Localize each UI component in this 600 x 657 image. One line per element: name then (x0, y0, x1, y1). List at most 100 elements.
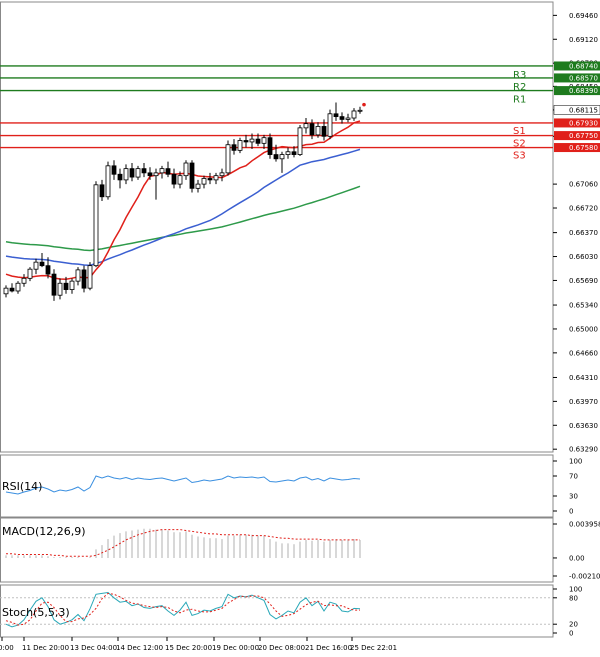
x-tick-label: 19 Dec 00:00 (212, 644, 259, 652)
candle-body (297, 127, 303, 155)
level-s3-label: S3 (513, 151, 526, 162)
rsi-pane: 100 70 30 0 RSI(14) (0, 454, 582, 518)
candle (231, 139, 237, 155)
candle-body (57, 282, 63, 296)
candle-body (255, 138, 261, 144)
candle (39, 253, 45, 268)
y-tick-label: 0.69460 (569, 12, 598, 20)
candle-body (75, 269, 81, 282)
candle (147, 167, 153, 180)
candle-body (207, 178, 213, 181)
candle-body (261, 137, 267, 144)
candle-body (123, 168, 129, 181)
y-tick-label: 0.63970 (569, 398, 598, 406)
stoch-d-line (5, 592, 360, 626)
candle (309, 119, 315, 140)
candle (219, 168, 225, 182)
candle-body (237, 140, 243, 151)
level-r2-price-box (554, 73, 600, 83)
candle-body (315, 126, 321, 136)
candle (297, 125, 303, 156)
candle-body (351, 110, 357, 119)
candle (279, 151, 285, 173)
x-tick-label: 20 Dec 08:00 (258, 644, 305, 652)
rsi-line (5, 475, 361, 495)
level-s3-price: 0.67580 (569, 144, 598, 152)
candle-body (21, 277, 27, 284)
macd-signal-line (6, 529, 360, 557)
level-r3-price: 0.68740 (569, 62, 598, 70)
candle-body (285, 151, 291, 155)
candle-body (243, 140, 249, 143)
candle-body (87, 265, 93, 289)
candle-body (153, 172, 159, 177)
rsi-y-tick-label: 30 (569, 493, 578, 501)
candle-body (69, 280, 75, 290)
price-pane-frame (0, 1, 554, 453)
candle (117, 168, 123, 189)
candle (261, 134, 267, 149)
candle-body (201, 178, 207, 185)
x-tick-label: 21 Dec 16:00 (305, 644, 352, 652)
candle (93, 181, 99, 268)
candle-body (117, 173, 123, 181)
x-tick-label: 15 Dec 20:00 (165, 644, 212, 652)
candle (339, 112, 345, 124)
candle-body (339, 116, 345, 120)
candle (165, 161, 171, 178)
candle (321, 119, 327, 141)
candle-body (135, 168, 141, 178)
candle (291, 146, 297, 158)
current-price-label: 0.68115 (569, 106, 598, 114)
x-tick-label: 11 Dec 20:00 (22, 644, 69, 652)
level-s2-price: 0.67750 (569, 132, 598, 140)
current-price-box (553, 105, 600, 115)
level-s1-label: S1 (513, 126, 526, 137)
level-r1-price: 0.68390 (569, 87, 598, 95)
y-tick-label: 0.65340 (569, 302, 598, 310)
candle (213, 172, 219, 185)
candle (159, 165, 165, 179)
candle-body (279, 154, 285, 160)
stoch-pane-frame (0, 584, 554, 638)
candle-body (159, 168, 165, 174)
candle-body (45, 265, 51, 275)
candle-body (267, 137, 273, 155)
candle-body (99, 184, 105, 198)
candle-body (9, 287, 15, 292)
x-tick-label: 13 Dec 04:00 (70, 644, 117, 652)
candle-body (81, 269, 87, 289)
candle (327, 109, 333, 140)
y-tick-label: 0.66370 (569, 229, 598, 237)
candle-body (141, 168, 147, 174)
last-price-dot (362, 102, 366, 107)
candle-body (249, 138, 255, 143)
candle (69, 278, 75, 294)
candle (255, 133, 261, 147)
candle (123, 164, 129, 185)
candle (141, 163, 147, 178)
candle (201, 175, 207, 189)
candle (129, 163, 135, 182)
candle (3, 285, 9, 298)
candle (351, 108, 357, 121)
candle-body (345, 117, 351, 120)
candle (9, 283, 15, 293)
candle-body (27, 268, 33, 279)
stoch-title: Stoch(5,5,3) (2, 606, 70, 619)
level-s2-label: S2 (513, 139, 526, 150)
candle-body (171, 173, 177, 185)
y-tick-label: 0.64310 (569, 374, 598, 382)
y-tick-label: 0.69120 (569, 36, 598, 44)
candle (111, 160, 117, 180)
stoch-y-tick-label: 20 (569, 621, 578, 629)
candle (15, 281, 21, 294)
rsi-pane-frame (0, 454, 554, 518)
candle (135, 165, 141, 180)
candle (207, 172, 213, 185)
candle-body (105, 165, 111, 198)
candle-body (273, 154, 279, 160)
candle-body (93, 184, 99, 267)
candle (183, 160, 189, 180)
